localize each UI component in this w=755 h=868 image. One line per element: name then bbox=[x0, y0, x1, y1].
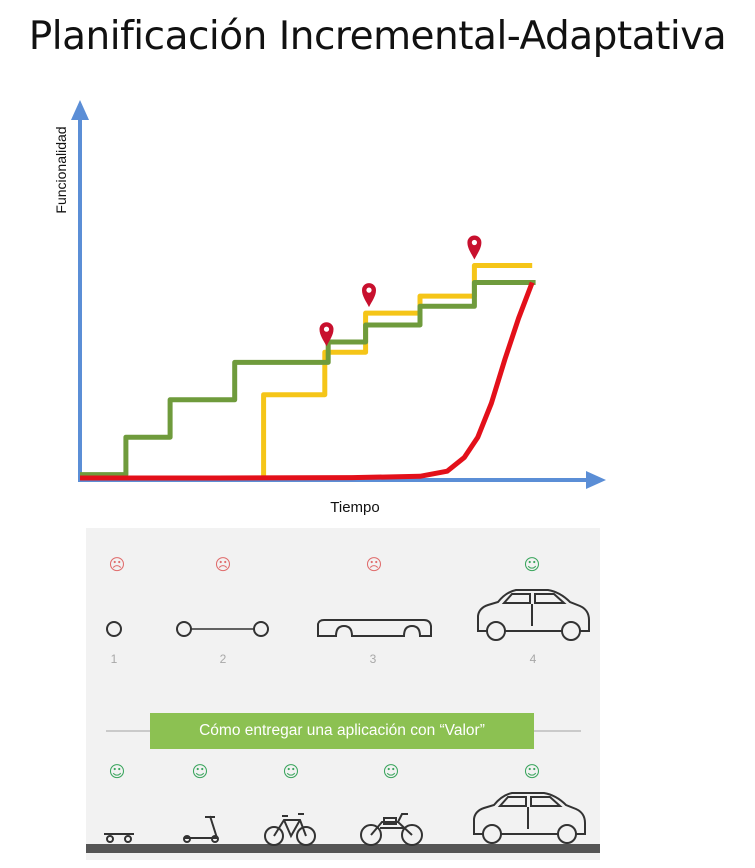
x-axis-arrow bbox=[586, 471, 606, 489]
page-title: Planificación Incremental-Adaptativa bbox=[28, 14, 727, 59]
wheel-drawing bbox=[106, 621, 122, 637]
happy-face-icon: ☺ bbox=[191, 762, 209, 781]
unhappy-face-icon: ☹ bbox=[365, 555, 383, 574]
chassis-drawing bbox=[317, 619, 432, 637]
green-series-line bbox=[80, 280, 536, 478]
happy-face-icon: ☺ bbox=[523, 555, 541, 574]
unhappy-face-icon: ☹ bbox=[108, 555, 126, 574]
motorcycle-drawing bbox=[360, 813, 423, 846]
y-axis-label: Funcionalidad bbox=[53, 126, 69, 213]
car-drawing bbox=[477, 589, 590, 641]
unhappy-face-icon: ☹ bbox=[214, 555, 232, 574]
step-number: 3 bbox=[369, 652, 377, 666]
x-axis-label: Tiempo bbox=[330, 499, 379, 516]
step-number: 4 bbox=[529, 652, 537, 666]
vehicle-drawings bbox=[86, 589, 600, 853]
happy-face-icon: ☺ bbox=[108, 762, 126, 781]
bicycle-drawing bbox=[264, 813, 316, 846]
milestone-pin-icon bbox=[467, 235, 482, 260]
yellow-series-line bbox=[261, 263, 533, 478]
step-number: 1 bbox=[110, 652, 118, 666]
scooter-drawing bbox=[183, 815, 219, 843]
happy-face-icon: ☺ bbox=[282, 762, 300, 781]
ground-line bbox=[86, 844, 600, 853]
happy-face-icon: ☺ bbox=[382, 762, 400, 781]
value-delivery-illustration: ☹ ☹ ☹ ☺ 1 2 3 4 Cómo entregar una aplica… bbox=[86, 528, 600, 860]
happy-face-icon: ☺ bbox=[523, 762, 541, 781]
milestone-pin-icon bbox=[362, 283, 376, 308]
skateboard-drawing bbox=[104, 833, 134, 843]
milestone-pin-icon bbox=[319, 322, 334, 347]
functionality-time-chart: Funcionalidad Tiempo bbox=[53, 100, 606, 516]
y-axis-arrow bbox=[71, 100, 89, 120]
axle-drawing bbox=[176, 621, 269, 637]
red-series-line bbox=[80, 281, 535, 481]
value-delivery-caption: Cómo entregar una aplicación con “Valor” bbox=[150, 713, 534, 749]
step-number: 2 bbox=[219, 652, 227, 666]
